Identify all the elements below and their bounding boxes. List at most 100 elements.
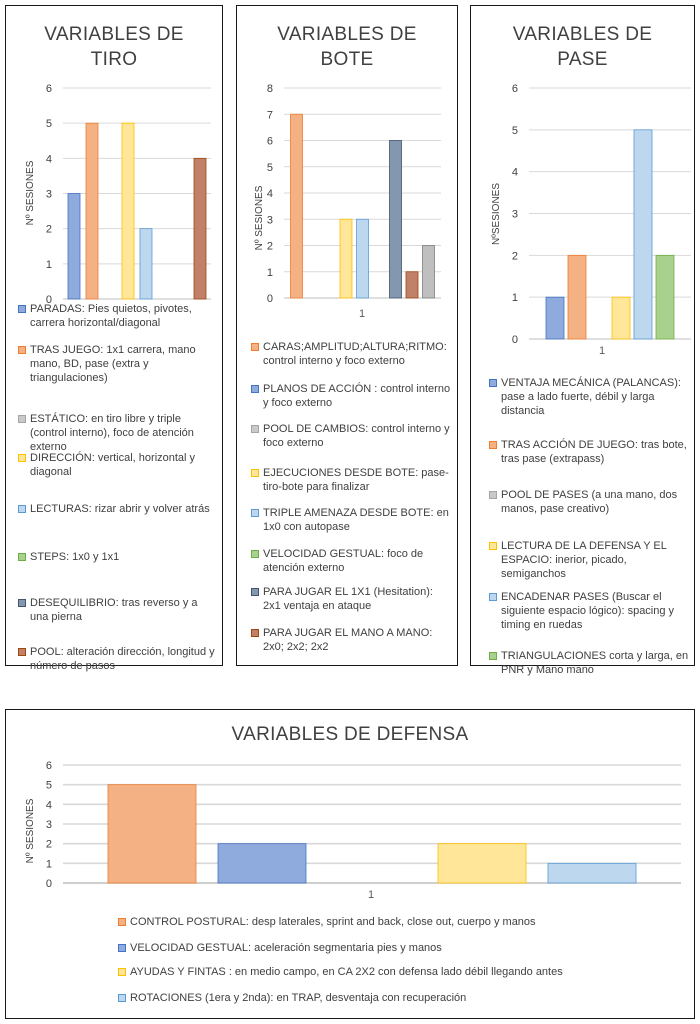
legend-swatch (251, 385, 259, 393)
bar (655, 254, 675, 340)
bar (567, 254, 587, 340)
bar (356, 218, 369, 299)
legend-item: POOL DE PASES (a una mano, dos manos, pa… (489, 488, 689, 516)
legend-item: AYUDAS Y FINTAS : en medio campo, en CA … (118, 965, 678, 979)
legend-item: TRIPLE AMENAZA DESDE BOTE: en 1x0 con au… (251, 506, 451, 534)
y-tick-label: 6 (267, 136, 273, 148)
legend-swatch (489, 593, 497, 601)
legend-label: DESEQUILIBRIO: tras reverso y a una pier… (30, 597, 198, 623)
y-tick-label: 5 (267, 162, 273, 174)
y-tick-label: 8 (267, 83, 273, 95)
chart-svg: 0 1 2 3 4 5 6 NºSESIONES 1 (491, 83, 691, 357)
legend-item: ENCADENAR PASES (Buscar el siguiente esp… (489, 590, 689, 632)
legend-item: PARADAS: Pies quietos, pivotes, carrera … (18, 302, 216, 330)
legend-item: PLANOS DE ACCIÓN : control interno y foc… (251, 382, 451, 410)
y-tick-label: 4 (267, 188, 273, 200)
bar (217, 843, 307, 884)
legend-label: PARADAS: Pies quietos, pivotes, carrera … (30, 303, 192, 329)
legend-swatch (18, 346, 26, 354)
legend-label: TRAS ACCIÓN DE JUEGO: tras bote, tras pa… (501, 439, 687, 465)
bar (405, 271, 419, 299)
legend-label: PARA JUGAR EL 1X1 (Hesitation): 2x1 vent… (263, 586, 433, 612)
legend-swatch (18, 599, 26, 607)
legend-item: EJECUCIONES DESDE BOTE: pase-tiro-bote p… (251, 466, 451, 494)
legend-label: CARAS;AMPLITUD;ALTURA;RITMO: control int… (263, 341, 447, 367)
legend-label: VELOCIDAD GESTUAL: aceleración segmentar… (130, 942, 442, 954)
y-tick-label: 0 (46, 878, 52, 890)
y-tick-label: 1 (46, 259, 52, 271)
y-tick-label: 2 (46, 224, 52, 236)
bar (85, 122, 99, 300)
bar (67, 193, 81, 300)
legend-swatch (489, 379, 497, 387)
legend-item: CARAS;AMPLITUD;ALTURA;RITMO: control int… (251, 340, 451, 368)
legend-item: ESTÁTICO: en tiro libre y triple (contro… (18, 412, 216, 454)
legend-label: TRAS JUEGO: 1x1 carrera, mano mano, BD, … (30, 344, 196, 384)
legend-label: POOL DE CAMBIOS: control interno y foco … (263, 423, 450, 449)
legend-label: CONTROL POSTURAL: desp laterales, sprint… (130, 916, 536, 928)
y-tick-label: 5 (46, 118, 52, 130)
legend-item: STEPS: 1x0 y 1x1 (18, 550, 216, 564)
legend-item: VELOCIDAD GESTUAL: foco de atención exte… (251, 547, 451, 575)
legend-item: TRIANGULACIONES corta y larga, en PNR y … (489, 649, 689, 677)
legend-swatch (251, 469, 259, 477)
bar (139, 228, 153, 300)
legend-swatch (18, 454, 26, 462)
legend-swatch (251, 629, 259, 637)
legend-swatch (18, 415, 26, 423)
bar (547, 862, 637, 884)
legend-label: ESTÁTICO: en tiro libre y triple (contro… (30, 413, 194, 453)
y-axis-label: Nº SESIONES (254, 185, 265, 250)
y-tick-label: 2 (267, 241, 273, 253)
legend-swatch (251, 509, 259, 517)
legend-label: VELOCIDAD GESTUAL: foco de atención exte… (263, 548, 424, 574)
y-tick-label: 4 (46, 799, 52, 811)
legend-label: PLANOS DE ACCIÓN : control interno y foc… (263, 383, 451, 409)
y-tick-label: 3 (267, 214, 273, 226)
legend-label: POOL DE PASES (a una mano, dos manos, pa… (501, 489, 678, 515)
y-tick-label: 6 (512, 83, 518, 95)
legend-item: VELOCIDAD GESTUAL: aceleración segmentar… (118, 941, 678, 955)
legend-swatch (251, 343, 259, 351)
legend-swatch (18, 305, 26, 313)
legend-label: LECTURA DE LA DEFENSA Y EL ESPACIO: iner… (501, 540, 667, 580)
legend-swatch (489, 542, 497, 550)
y-tick-label: 4 (46, 153, 52, 165)
legend-label: ENCADENAR PASES (Buscar el siguiente esp… (501, 591, 675, 631)
y-tick-label: 0 (267, 293, 273, 305)
y-tick-label: 7 (267, 109, 273, 121)
y-axis-label: Nº SESIONES (25, 160, 36, 225)
bar (290, 113, 303, 299)
y-tick-label: 5 (512, 125, 518, 137)
y-tick-label: 2 (46, 839, 52, 851)
chart-svg: 0 1 2 3 4 5 6 7 8 Nº SESIONES 1 (254, 83, 441, 320)
y-axis-label: NºSESIONES (491, 183, 502, 245)
y-tick-label: 2 (512, 250, 518, 262)
legend-item: CONTROL POSTURAL: desp laterales, sprint… (118, 915, 678, 929)
legend-item: PARA JUGAR EL MANO A MANO: 2x0; 2x2; 2x2 (251, 626, 451, 654)
legend-swatch (118, 994, 126, 1002)
bar (389, 140, 402, 299)
bar (107, 784, 197, 884)
bar (422, 245, 435, 299)
legend-item: LECTURAS: rizar abrir y volver atrás (18, 502, 216, 516)
legend-swatch (18, 648, 26, 656)
x-category-label: 1 (359, 308, 365, 320)
legend-label: TRIANGULACIONES corta y larga, en PNR y … (501, 650, 689, 676)
legend-label: POOL: alteración dirección, longitud y n… (30, 646, 215, 672)
chart-svg: 0 1 2 3 4 5 6 Nº SESIONES 1 (25, 760, 681, 901)
bar (339, 218, 353, 299)
legend-swatch (118, 944, 126, 952)
chart-title: VARIABLES DE DEFENSA (231, 724, 469, 745)
x-category-label: 1 (368, 889, 374, 901)
chart-title: VARIABLES DE PASE (512, 24, 653, 70)
chart-title: VARIABLES DE BOTE (277, 24, 417, 70)
bar (633, 129, 653, 340)
legend-swatch (489, 491, 497, 499)
legend-label: DIRECCIÓN: vertical, horizontal y diagon… (30, 452, 196, 478)
legend-item: VENTAJA MECÁNICA (PALANCAS): pase a lado… (489, 376, 689, 418)
y-tick-label: 1 (46, 858, 52, 870)
legend-swatch (251, 425, 259, 433)
y-tick-label: 6 (46, 760, 52, 772)
legend-swatch (118, 968, 126, 976)
